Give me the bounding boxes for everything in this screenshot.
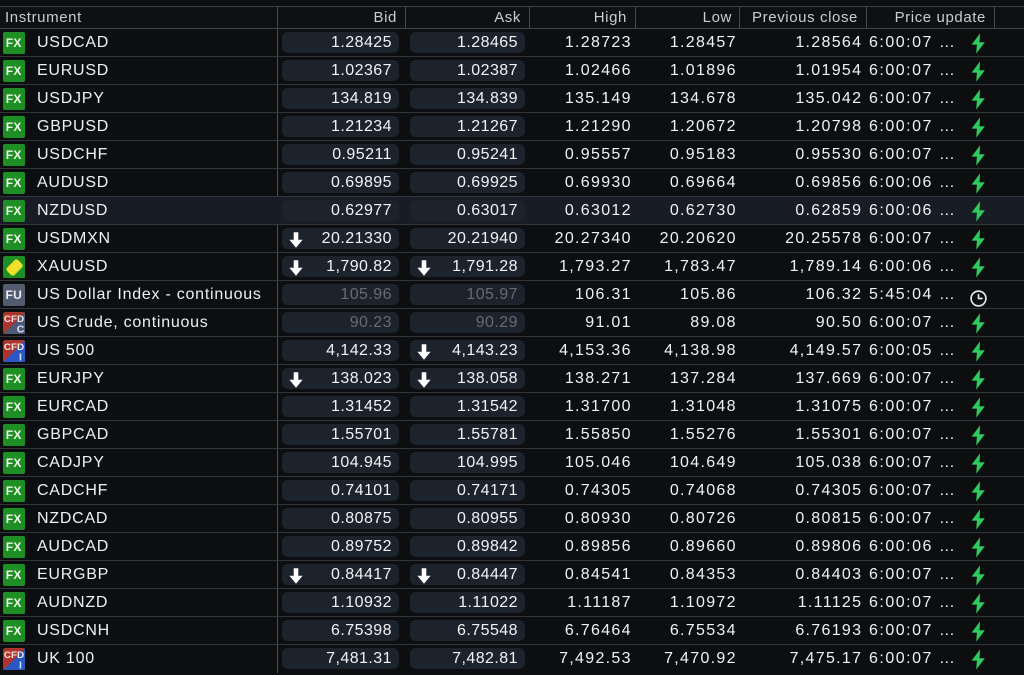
svg-text:I: I	[19, 351, 22, 362]
svg-text:CFD: CFD	[3, 342, 24, 352]
svg-text:I: I	[19, 659, 22, 670]
svg-text:CFD: CFD	[3, 650, 24, 660]
svg-text:CFD: CFD	[3, 314, 24, 324]
svg-text:C: C	[16, 323, 24, 334]
